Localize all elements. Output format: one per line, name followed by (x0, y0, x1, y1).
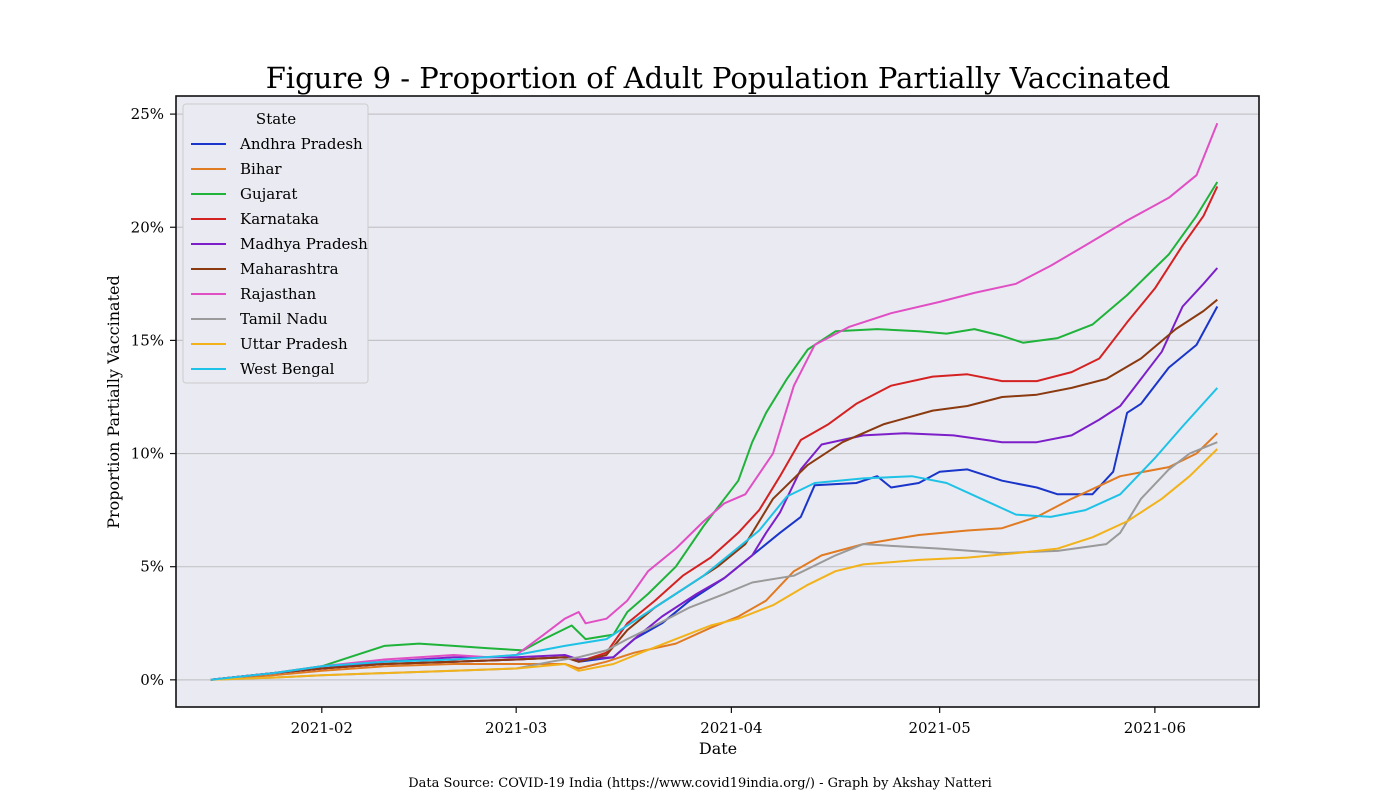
legend-label: Karnataka (240, 210, 319, 228)
x-tick-label: 2021-03 (485, 719, 547, 737)
x-tick-label: 2021-02 (291, 719, 353, 737)
y-tick-label: 20% (131, 218, 164, 236)
source-note: Data Source: COVID-19 India (https://www… (408, 776, 992, 791)
y-axis-label: Proportion Partially Vaccinated (104, 275, 123, 528)
y-axis-ticks: 0% 5% 10% 15% 20% 25% (131, 105, 176, 689)
series-line-uttar-pradesh (210, 448, 1219, 681)
chart-title: Figure 9 - Proportion of Adult Populatio… (266, 61, 1171, 95)
y-tick-label: 15% (131, 331, 164, 349)
x-axis-ticks: 2021-02 2021-03 2021-04 2021-05 2021-06 (291, 707, 1186, 737)
y-tick-label: 10% (131, 445, 164, 463)
x-tick-label: 2021-05 (908, 719, 970, 737)
x-tick-label: 2021-04 (700, 719, 762, 737)
legend-label: Uttar Pradesh (240, 335, 348, 353)
y-tick-label: 25% (131, 105, 164, 123)
legend: State Andhra Pradesh Bihar Gujarat Karnatak… (182, 103, 369, 384)
x-axis-label: Date (699, 739, 737, 758)
y-tick-label: 5% (140, 558, 164, 576)
plot-frame (175, 95, 1260, 708)
legend-label: West Bengal (240, 360, 335, 378)
legend-label: Gujarat (240, 185, 297, 203)
x-tick-label: 2021-06 (1124, 719, 1186, 737)
legend-label: Bihar (240, 160, 282, 178)
y-tick-label: 0% (140, 671, 164, 689)
series-lines (210, 122, 1219, 681)
series-line-maharashtra (210, 298, 1218, 681)
legend-label: Madhya Pradesh (240, 235, 368, 253)
legend-label: Rajasthan (240, 285, 317, 303)
legend-label: Tamil Nadu (240, 310, 328, 328)
series-line-bihar (210, 432, 1218, 681)
series-line-west-bengal (210, 387, 1219, 681)
legend-label: Andhra Pradesh (239, 135, 363, 153)
series-line-madhya-pradesh (210, 267, 1219, 681)
series-line-gujarat (210, 181, 1219, 681)
legend-box (182, 103, 369, 384)
legend-label: Maharashtra (240, 260, 339, 278)
legend-title: State (256, 110, 296, 128)
